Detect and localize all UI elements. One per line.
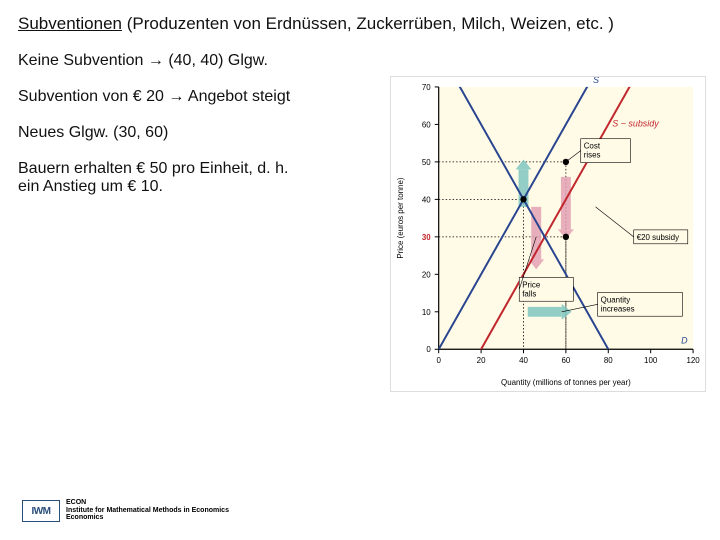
footer: IWM ECON Institute for Mathematical Meth… bbox=[22, 499, 229, 522]
svg-text:Price (euros per tonne): Price (euros per tonne) bbox=[396, 177, 405, 259]
supply-demand-chart: 0 20 40 60 80 100 120 0 10 20 30 40 50 60 70 Quantity (… bbox=[390, 76, 706, 392]
svg-text:40: 40 bbox=[422, 195, 431, 204]
text-line-1: Keine Subvention → (40, 40) Glgw. bbox=[18, 52, 702, 70]
svg-text:S − subsidy: S − subsidy bbox=[612, 118, 659, 128]
svg-text:60: 60 bbox=[422, 120, 431, 129]
svg-text:€20 subsidy: €20 subsidy bbox=[637, 233, 679, 242]
text-l2a: Subvention von € 20 bbox=[18, 88, 168, 105]
logo: IWM bbox=[22, 500, 60, 522]
heading-rest: (Produzenten von Erdnüssen, Zuckerrüben,… bbox=[122, 14, 614, 33]
footer-l3: Economics bbox=[66, 514, 229, 522]
footer-text: ECON Institute for Mathematical Methods … bbox=[66, 499, 229, 522]
svg-text:Quantity (millions of tonnes p: Quantity (millions of tonnes per year) bbox=[501, 378, 631, 387]
text-l4a: Bauern erhalten € 50 pro Einheit, d. h. bbox=[18, 160, 288, 177]
svg-text:10: 10 bbox=[422, 308, 431, 317]
svg-text:rises: rises bbox=[584, 151, 601, 160]
svg-text:20: 20 bbox=[477, 356, 486, 365]
text-l1a: Keine Subvention bbox=[18, 52, 148, 69]
svg-text:40: 40 bbox=[519, 356, 528, 365]
svg-text:falls: falls bbox=[522, 289, 536, 298]
svg-text:80: 80 bbox=[604, 356, 613, 365]
arrow-icon: → bbox=[148, 52, 164, 69]
svg-text:Price: Price bbox=[522, 280, 541, 289]
arrow-icon: → bbox=[168, 88, 184, 105]
text-l1b: (40, 40) Glgw. bbox=[164, 52, 268, 69]
footer-l2: Institute for Mathematical Methods in Ec… bbox=[66, 507, 229, 515]
svg-text:D: D bbox=[681, 335, 688, 345]
svg-text:S: S bbox=[593, 77, 599, 85]
heading-underlined: Subventionen bbox=[18, 14, 122, 33]
svg-text:20: 20 bbox=[422, 270, 431, 279]
svg-text:60: 60 bbox=[561, 356, 570, 365]
text-l2b: Angebot steigt bbox=[184, 88, 290, 105]
svg-text:Cost: Cost bbox=[584, 142, 601, 151]
footer-l1: ECON bbox=[66, 499, 229, 507]
text-l4b: ein Anstieg um € 10. bbox=[18, 178, 163, 195]
svg-text:70: 70 bbox=[422, 83, 431, 92]
svg-text:120: 120 bbox=[686, 356, 700, 365]
chart-svg: 0 20 40 60 80 100 120 0 10 20 30 40 50 60 70 Quantity (… bbox=[391, 77, 705, 391]
svg-text:0: 0 bbox=[426, 345, 431, 354]
svg-text:Quantity: Quantity bbox=[601, 295, 631, 304]
slide-heading: Subventionen (Produzenten von Erdnüssen,… bbox=[18, 14, 702, 34]
svg-text:0: 0 bbox=[436, 356, 441, 365]
svg-text:30: 30 bbox=[422, 233, 431, 242]
svg-text:100: 100 bbox=[644, 356, 658, 365]
svg-text:increases: increases bbox=[601, 304, 635, 313]
svg-text:50: 50 bbox=[422, 158, 431, 167]
